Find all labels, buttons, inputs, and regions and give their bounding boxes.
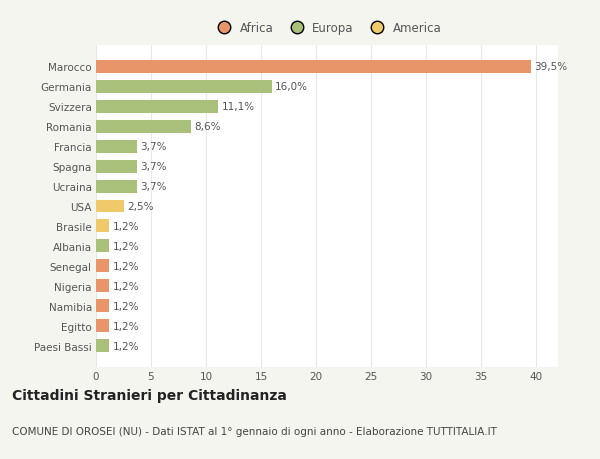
Text: 2,5%: 2,5% (127, 202, 154, 212)
Bar (96, 300, 109, 313)
Bar (96, 260, 109, 273)
Text: 1,2%: 1,2% (113, 321, 139, 331)
Text: 39,5%: 39,5% (534, 62, 567, 72)
Text: 1,2%: 1,2% (113, 241, 139, 252)
Legend: Africa, Europa, America: Africa, Europa, America (210, 20, 444, 37)
Text: 1,2%: 1,2% (113, 341, 139, 351)
Bar (96, 101, 218, 113)
Bar (96, 160, 137, 173)
Bar (96, 220, 109, 233)
Bar (96, 200, 124, 213)
Text: 1,2%: 1,2% (113, 281, 139, 291)
Text: 3,7%: 3,7% (140, 142, 167, 152)
Text: 1,2%: 1,2% (113, 222, 139, 231)
Bar (96, 80, 272, 93)
Text: Cittadini Stranieri per Cittadinanza: Cittadini Stranieri per Cittadinanza (12, 388, 287, 403)
Bar (96, 320, 109, 333)
Bar (96, 120, 191, 133)
Text: 3,7%: 3,7% (140, 162, 167, 172)
Text: 11,1%: 11,1% (221, 102, 254, 112)
Bar (96, 240, 109, 253)
Bar (96, 180, 137, 193)
Text: 16,0%: 16,0% (275, 82, 308, 92)
Text: 1,2%: 1,2% (113, 261, 139, 271)
Bar (96, 340, 109, 353)
Text: 8,6%: 8,6% (194, 122, 220, 132)
Bar (96, 140, 137, 153)
Text: 1,2%: 1,2% (113, 301, 139, 311)
Text: 3,7%: 3,7% (140, 182, 167, 191)
Bar (96, 61, 530, 73)
Text: COMUNE DI OROSEI (NU) - Dati ISTAT al 1° gennaio di ogni anno - Elaborazione TUT: COMUNE DI OROSEI (NU) - Dati ISTAT al 1°… (12, 426, 497, 436)
Bar (96, 280, 109, 293)
